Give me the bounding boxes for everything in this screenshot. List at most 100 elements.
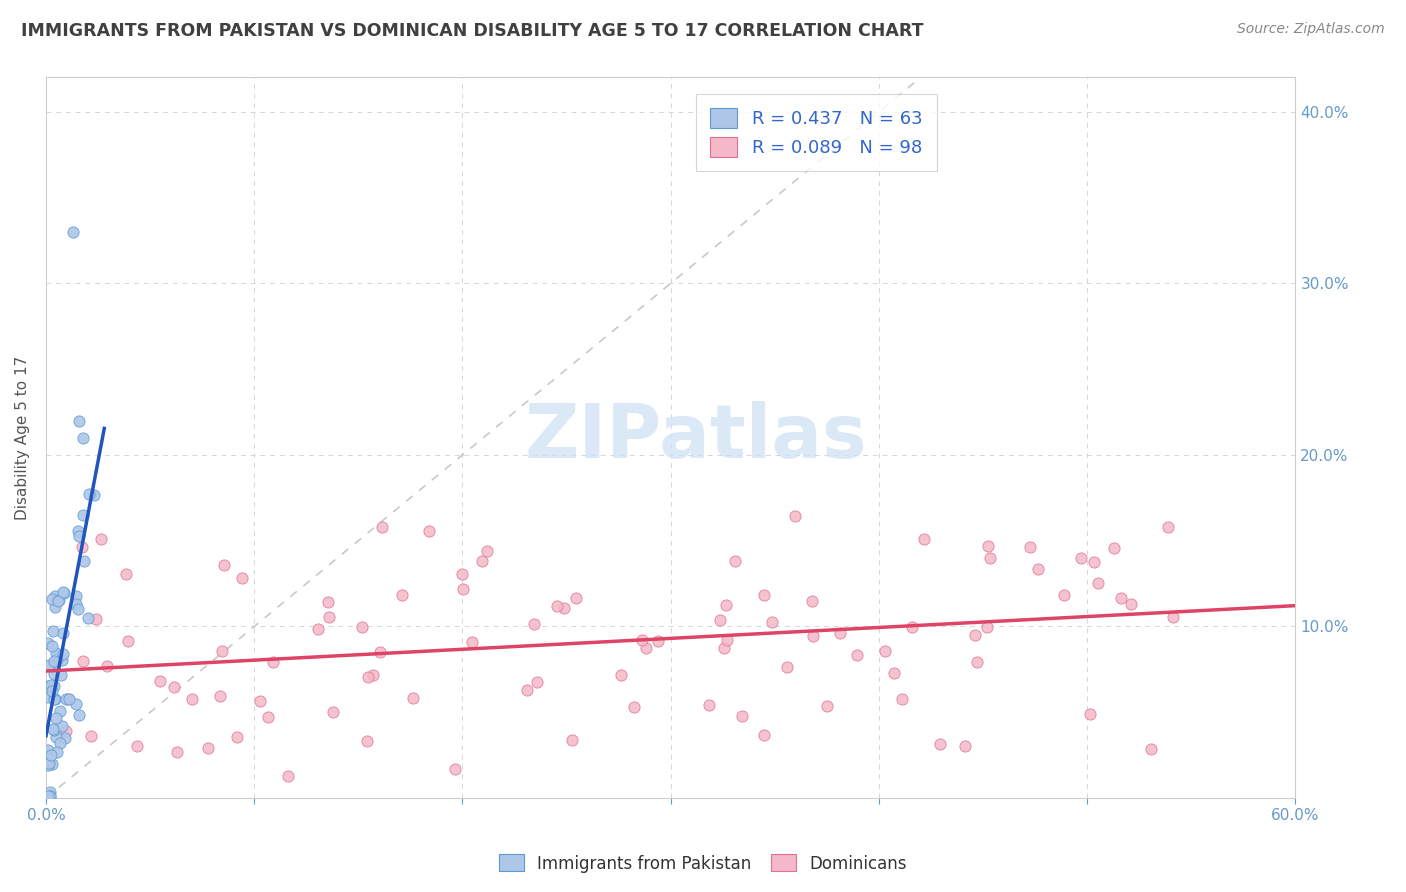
- Point: [37, 679, 59, 693]
- Point: [1083, 555, 1105, 569]
- Point: [1102, 541, 1125, 556]
- Point: [316, 595, 339, 609]
- Point: [901, 620, 924, 634]
- Point: [1157, 520, 1180, 534]
- Point: [979, 550, 1001, 565]
- Text: Source: ZipAtlas.com: Source: ZipAtlas.com: [1237, 22, 1385, 37]
- Point: [42, 692, 65, 706]
- Point: [418, 524, 440, 538]
- Point: [963, 628, 986, 642]
- Point: [225, 730, 247, 744]
- Point: [166, 745, 188, 759]
- Point: [42, 624, 65, 639]
- Point: [49, 704, 72, 718]
- Point: [636, 641, 658, 656]
- Point: [96, 659, 118, 673]
- Point: [875, 644, 897, 658]
- Point: [45, 711, 67, 725]
- Point: [44, 599, 66, 614]
- Point: [256, 710, 278, 724]
- Point: [623, 700, 645, 714]
- Point: [783, 508, 806, 523]
- Point: [801, 629, 824, 643]
- Point: [76, 611, 98, 625]
- Point: [1119, 597, 1142, 611]
- Point: [67, 528, 90, 542]
- Point: [231, 571, 253, 585]
- Point: [754, 588, 776, 602]
- Point: [776, 659, 799, 673]
- Point: [149, 673, 172, 688]
- Point: [966, 655, 988, 669]
- Text: IMMIGRANTS FROM PAKISTAN VS DOMINICAN DISABILITY AGE 5 TO 17 CORRELATION CHART: IMMIGRANTS FROM PAKISTAN VS DOMINICAN DI…: [21, 22, 924, 40]
- Point: [58, 692, 80, 706]
- Point: [39, 678, 62, 692]
- Point: [45, 745, 67, 759]
- Point: [45, 646, 67, 660]
- Point: [44, 679, 66, 693]
- Point: [37, 789, 59, 804]
- Point: [209, 689, 232, 703]
- Point: [48, 593, 70, 607]
- Point: [163, 680, 186, 694]
- Point: [117, 633, 139, 648]
- Point: [565, 591, 588, 606]
- Point: [1161, 610, 1184, 624]
- Point: [211, 644, 233, 658]
- Point: [41, 756, 63, 771]
- Point: [318, 609, 340, 624]
- Point: [609, 668, 631, 682]
- Point: [52, 647, 75, 661]
- Point: [699, 698, 721, 712]
- Point: [181, 692, 204, 706]
- Point: [553, 601, 575, 615]
- Text: ZIPatlas: ZIPatlas: [524, 401, 868, 475]
- Point: [44, 692, 66, 706]
- Point: [883, 665, 905, 680]
- Point: [65, 597, 87, 611]
- Point: [249, 694, 271, 708]
- Point: [371, 520, 394, 534]
- Point: [461, 635, 484, 649]
- Point: [62, 225, 84, 239]
- Point: [828, 626, 851, 640]
- Point: [44, 589, 66, 603]
- Point: [41, 639, 63, 653]
- Point: [38, 785, 60, 799]
- Point: [65, 697, 87, 711]
- Point: [801, 594, 824, 608]
- Point: [716, 632, 738, 647]
- Point: [55, 724, 77, 739]
- Point: [90, 532, 112, 546]
- Point: [72, 508, 94, 523]
- Point: [37, 758, 59, 772]
- Point: [55, 691, 77, 706]
- Point: [647, 634, 669, 648]
- Point: [546, 599, 568, 614]
- Point: [37, 743, 59, 757]
- Point: [42, 653, 65, 667]
- Point: [368, 645, 391, 659]
- Point: [1109, 591, 1132, 605]
- Point: [953, 739, 976, 754]
- Point: [322, 706, 344, 720]
- Point: [214, 558, 236, 572]
- Point: [451, 582, 474, 597]
- Point: [731, 708, 754, 723]
- Point: [912, 533, 935, 547]
- Point: [66, 601, 89, 615]
- Point: [526, 674, 548, 689]
- Point: [1087, 576, 1109, 591]
- Point: [79, 729, 101, 743]
- Point: [67, 524, 90, 538]
- Point: [928, 737, 950, 751]
- Point: [72, 431, 94, 445]
- Point: [714, 599, 737, 613]
- Point: [79, 487, 101, 501]
- Point: [45, 730, 67, 744]
- Point: [402, 690, 425, 705]
- Point: [451, 566, 474, 581]
- Point: [815, 699, 838, 714]
- Point: [713, 640, 735, 655]
- Point: [86, 612, 108, 626]
